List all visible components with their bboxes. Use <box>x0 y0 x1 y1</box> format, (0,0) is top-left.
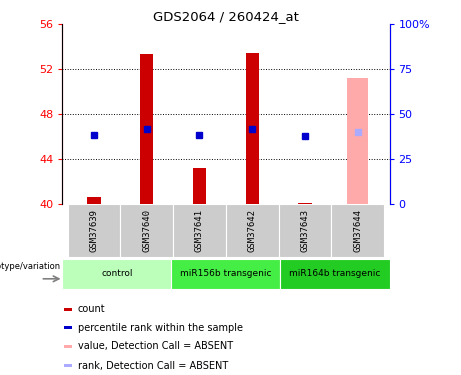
Bar <box>64 345 72 348</box>
Text: rank, Detection Call = ABSENT: rank, Detection Call = ABSENT <box>78 360 228 370</box>
Bar <box>87 197 100 204</box>
Text: genotype/variation: genotype/variation <box>0 262 61 271</box>
Text: GSM37639: GSM37639 <box>89 209 98 252</box>
Text: control: control <box>101 269 132 278</box>
Text: percentile rank within the sample: percentile rank within the sample <box>78 322 243 333</box>
Text: GSM37640: GSM37640 <box>142 209 151 252</box>
Bar <box>279 204 331 257</box>
Bar <box>280 259 390 289</box>
Text: miR156b transgenic: miR156b transgenic <box>180 269 272 278</box>
Bar <box>171 259 280 289</box>
Bar <box>173 204 226 257</box>
Text: GSM37642: GSM37642 <box>248 209 257 252</box>
Bar <box>64 308 72 310</box>
Bar <box>226 204 279 257</box>
Text: GSM37643: GSM37643 <box>301 209 310 252</box>
Bar <box>193 168 206 204</box>
Text: GSM37641: GSM37641 <box>195 209 204 252</box>
Bar <box>64 364 72 367</box>
Bar <box>64 326 72 329</box>
Title: GDS2064 / 260424_at: GDS2064 / 260424_at <box>153 10 299 23</box>
Bar <box>140 54 154 204</box>
Bar <box>246 53 259 204</box>
Text: count: count <box>78 304 106 314</box>
Text: miR164b transgenic: miR164b transgenic <box>290 269 381 278</box>
Text: value, Detection Call = ABSENT: value, Detection Call = ABSENT <box>78 341 233 351</box>
Bar <box>67 204 120 257</box>
Bar <box>120 204 173 257</box>
Bar <box>331 204 384 257</box>
Text: GSM37644: GSM37644 <box>354 209 362 252</box>
Bar <box>347 78 368 204</box>
Bar <box>62 259 171 289</box>
